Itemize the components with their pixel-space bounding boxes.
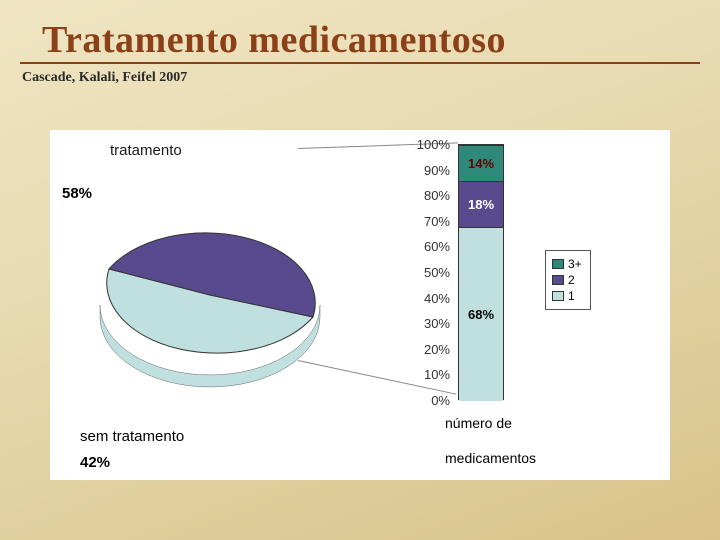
legend-label: 2 (568, 273, 575, 287)
y-tick-label: 30% (390, 316, 450, 331)
legend: 3+ 2 1 (545, 250, 591, 310)
legend-swatch (552, 259, 564, 269)
bar-segment-1: 68% (459, 227, 503, 401)
y-tick-label: 0% (390, 393, 450, 408)
pie-top-label: tratamento (110, 142, 182, 159)
slide-title: Tratamento medicamentoso (20, 0, 700, 64)
y-tick-label: 100% (390, 137, 450, 152)
pie-bottom-label: sem tratamento (80, 428, 184, 445)
slide-subtitle: Cascade, Kalali, Feifel 2007 (0, 64, 720, 86)
y-tick-label: 60% (390, 239, 450, 254)
pie-chart (80, 165, 340, 425)
pie-pct-no-treatment: 42% (80, 454, 110, 471)
legend-label: 3+ (568, 257, 582, 271)
bar-segment-3+: 14% (459, 145, 503, 181)
pie-svg (80, 165, 340, 425)
y-tick-label: 80% (390, 188, 450, 203)
legend-swatch (552, 291, 564, 301)
chart-panel: tratamento 58% sem tratamento 42% 100%90… (50, 130, 670, 480)
y-tick-label: 10% (390, 367, 450, 382)
bar-x-label-1: número de (445, 415, 512, 431)
legend-label: 1 (568, 289, 575, 303)
legend-item-1: 1 (552, 289, 582, 303)
y-tick-label: 70% (390, 214, 450, 229)
bar-x-label-2: medicamentos (445, 450, 536, 466)
bar-segment-2: 18% (459, 181, 503, 227)
y-tick-label: 40% (390, 291, 450, 306)
legend-item-3+: 3+ (552, 257, 582, 271)
legend-item-2: 2 (552, 273, 582, 287)
y-tick-label: 50% (390, 265, 450, 280)
stacked-bar: 14%18%68% (458, 144, 504, 400)
y-tick-label: 90% (390, 163, 450, 178)
legend-swatch (552, 275, 564, 285)
y-tick-label: 20% (390, 342, 450, 357)
